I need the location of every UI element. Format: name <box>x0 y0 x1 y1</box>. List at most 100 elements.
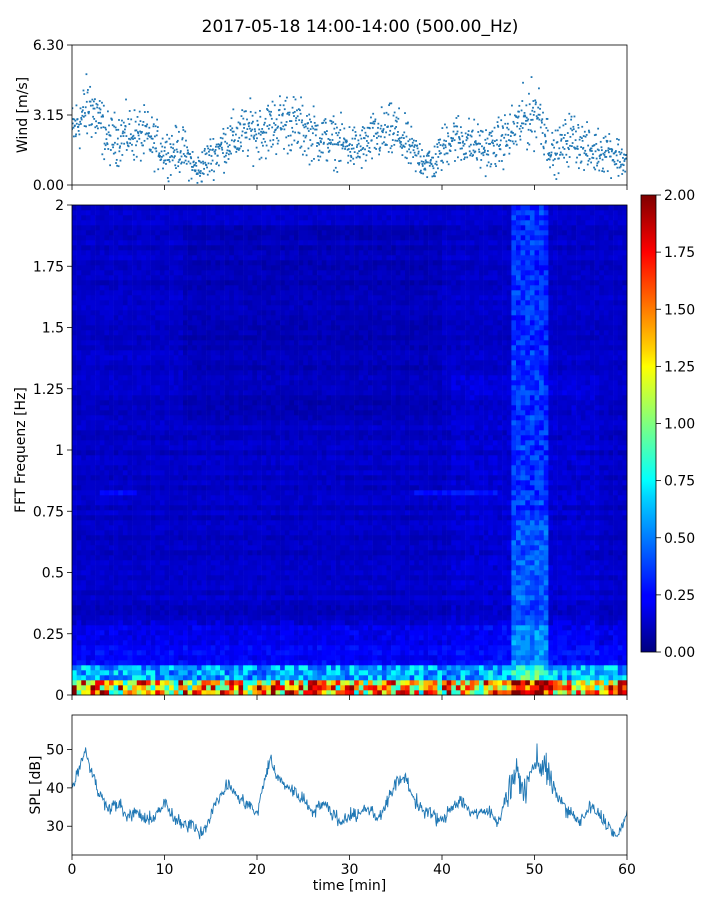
spectrogram-cell <box>266 560 272 566</box>
spectrogram-cell <box>525 605 531 611</box>
wind-point <box>114 141 116 144</box>
spectrogram-cell <box>511 620 517 626</box>
spectrogram-cell <box>155 580 161 586</box>
spectrogram-cell <box>294 620 299 626</box>
spectrogram-cell <box>465 645 471 651</box>
spectrogram-cell <box>386 665 392 671</box>
spectrogram-cell <box>506 560 512 566</box>
spectrogram-cell <box>169 625 175 631</box>
spectrogram-cell <box>150 550 156 556</box>
wind-point <box>589 149 592 152</box>
spectrogram-cell <box>118 675 124 681</box>
spectrogram-cell <box>261 655 267 661</box>
wind-point <box>100 115 103 118</box>
spectrogram-cell <box>354 645 360 651</box>
spectrogram-cell <box>210 605 216 611</box>
spectrogram-cell <box>571 640 577 646</box>
wind-point <box>373 146 376 149</box>
spectrogram-cell <box>331 665 336 671</box>
spectrogram-cell <box>85 690 91 696</box>
spectrogram-cell <box>187 645 193 651</box>
wind-point <box>529 113 532 116</box>
wind-point <box>339 129 342 131</box>
wind-point <box>593 166 595 169</box>
spectrogram-cell <box>187 670 193 676</box>
spectrogram-cell <box>312 650 318 656</box>
wind-point <box>243 110 246 113</box>
wind-point <box>116 164 119 167</box>
spectrogram-cell <box>590 610 595 616</box>
spectrogram-cell <box>418 670 424 676</box>
spectrogram-cell <box>90 640 96 646</box>
wind-point <box>437 167 439 170</box>
spectrogram-cell <box>317 680 323 686</box>
spectrogram-cell <box>414 610 420 616</box>
wind-point <box>299 112 302 115</box>
wind-point <box>183 154 186 157</box>
spectrogram-cell <box>386 600 392 606</box>
spectrogram-cell <box>381 600 387 606</box>
spectrogram-cell <box>72 610 77 616</box>
spectrogram-cell <box>150 645 156 651</box>
spectrogram-cell <box>284 650 290 656</box>
wind-point <box>277 125 279 128</box>
wind-point <box>342 145 345 148</box>
spectrogram-cell <box>113 660 119 666</box>
wind-point <box>466 156 469 159</box>
wind-point <box>435 163 438 166</box>
wind-point <box>391 125 394 127</box>
spectrogram-cell <box>257 605 262 611</box>
wind-point <box>161 137 164 140</box>
spectrogram-cell <box>109 605 114 611</box>
spectrogram-cell <box>72 630 77 636</box>
spectrogram-cell <box>113 620 119 626</box>
spectrogram-cell <box>113 605 119 611</box>
spectrogram-cell <box>104 645 110 651</box>
spectrogram-cell <box>201 575 207 581</box>
spectrogram-cell <box>465 690 471 696</box>
spectrogram-cell <box>599 600 605 606</box>
wind-point <box>262 138 265 140</box>
spectrogram-cell <box>525 595 531 601</box>
wind-point <box>113 125 116 128</box>
spectrogram-cell <box>516 640 521 646</box>
spectrogram-cell <box>95 555 101 561</box>
wind-point <box>424 167 426 170</box>
spectrogram-cell <box>418 555 424 561</box>
spectrogram-cell <box>460 655 466 661</box>
spectrogram-cell <box>377 610 383 616</box>
spectrogram-cell <box>220 565 225 571</box>
wind-point <box>280 128 283 130</box>
spectrogram-cell <box>215 645 221 651</box>
spectrogram-cell <box>479 635 484 641</box>
spectrogram-cell <box>335 605 341 611</box>
wind-point <box>186 149 189 152</box>
spectrogram-cell <box>187 640 193 646</box>
spectrogram-cell <box>215 570 221 576</box>
spectrogram-cell <box>529 680 535 686</box>
spectrogram-cell <box>289 570 295 576</box>
spectrogram-cell <box>497 650 503 656</box>
spectrogram-cell <box>446 575 452 581</box>
wind-point <box>511 104 513 107</box>
spectrogram-cell <box>275 590 281 596</box>
spectrogram-cell <box>516 685 521 691</box>
wind-point <box>205 152 208 155</box>
wind-point <box>207 162 210 165</box>
spectrogram-cell <box>511 560 517 566</box>
spectrogram-cell <box>113 625 119 631</box>
spectrogram-cell <box>460 605 466 611</box>
spectrogram-cell <box>76 650 82 656</box>
wind-point <box>622 164 625 167</box>
spectrogram-cell <box>465 675 471 681</box>
wind-point <box>439 152 442 155</box>
spectrogram-cell <box>164 585 170 591</box>
spectrogram-cell <box>409 555 415 561</box>
spectrogram-cell <box>344 570 350 576</box>
spectrogram-cell <box>127 620 133 626</box>
spectrogram-cell <box>220 685 225 691</box>
wind-point <box>104 144 107 147</box>
spectrogram-cell <box>238 630 244 636</box>
spectrogram-cell <box>469 550 475 556</box>
spectrogram-cell <box>95 570 101 576</box>
